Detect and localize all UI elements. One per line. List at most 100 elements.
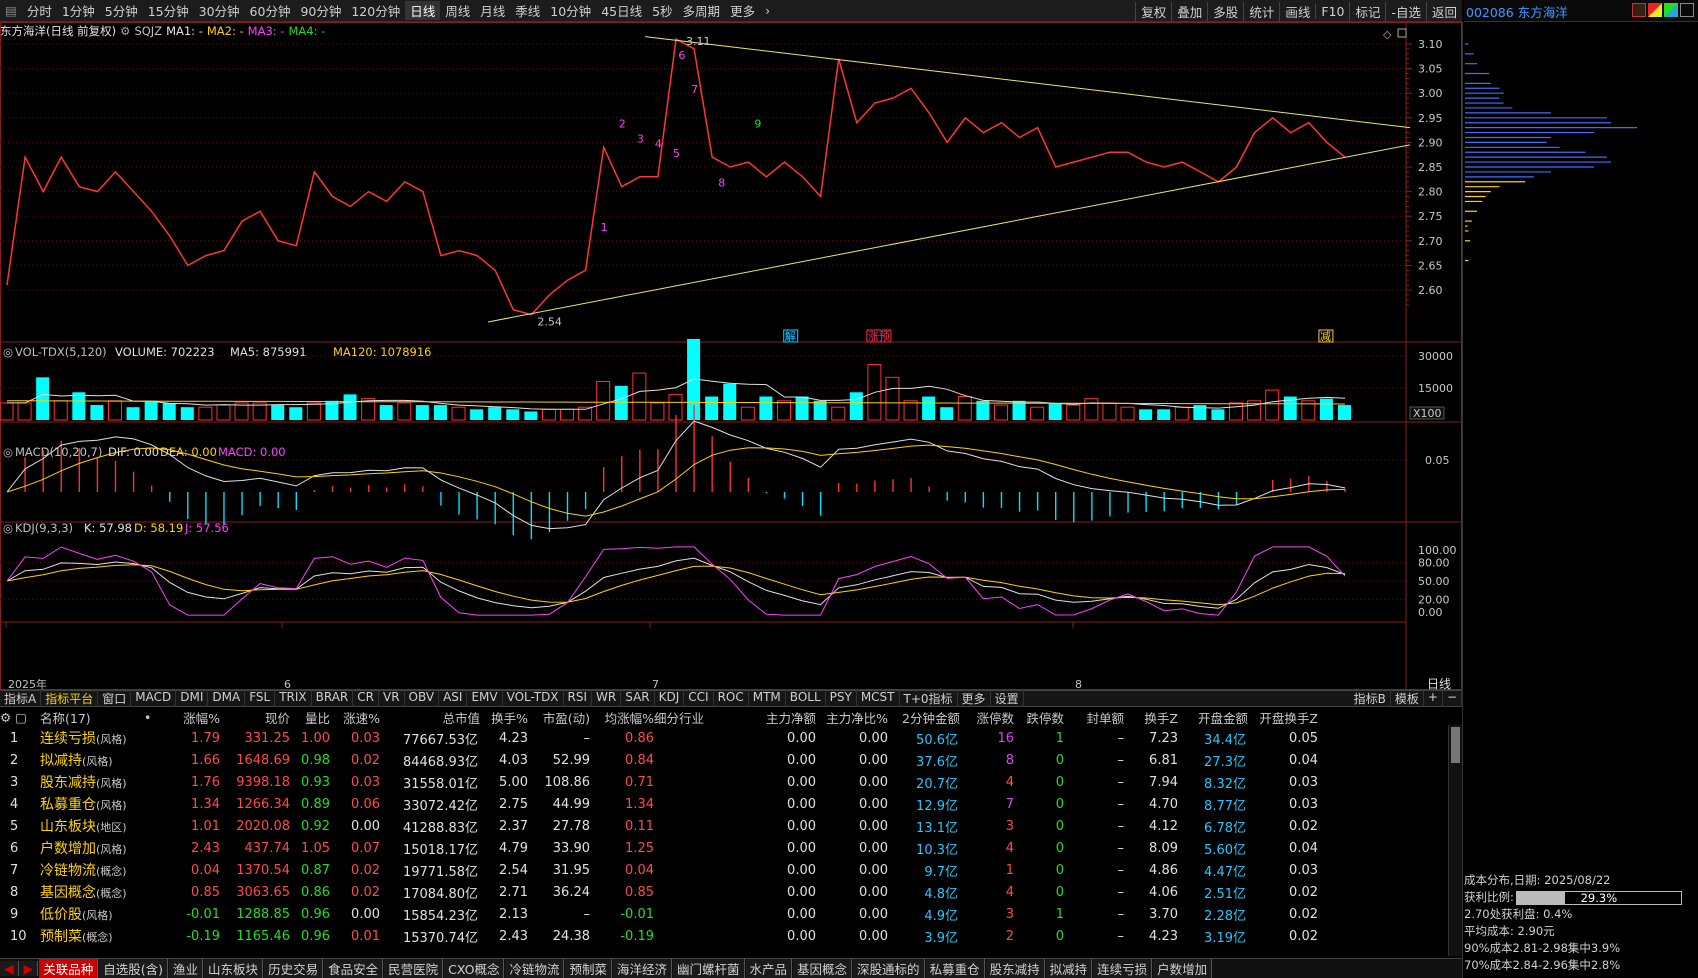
indicator-tab[interactable]: TRIX bbox=[275, 690, 312, 707]
sector-name[interactable]: 预制菜(概念) bbox=[36, 926, 168, 946]
column-header[interactable]: 名称(17) bbox=[40, 710, 91, 726]
settings-icon[interactable]: ◎ bbox=[3, 345, 13, 359]
indicator-tab[interactable]: 窗口 bbox=[98, 690, 132, 707]
toolbar-button[interactable]: 复权 bbox=[1135, 1, 1171, 21]
arrow-icon[interactable] bbox=[1664, 3, 1678, 17]
bottom-tab[interactable]: 关联品种 bbox=[39, 959, 99, 978]
grid-icon[interactable] bbox=[1680, 3, 1694, 17]
period-tab[interactable]: 更多 bbox=[730, 4, 756, 19]
table-row[interactable]: 7 冷链物流(概念) 0.04 1370.54 0.87 0.02 19771.58亿 2.5… bbox=[0, 859, 1462, 881]
bottom-tab[interactable]: 渔业 bbox=[169, 959, 204, 978]
column-header[interactable]: 换手% bbox=[491, 710, 528, 726]
window-icon[interactable] bbox=[1397, 28, 1407, 38]
bottom-tab[interactable]: 户数增加 bbox=[1153, 959, 1213, 978]
indicator-tab[interactable]: MACD bbox=[131, 690, 177, 707]
scrollbar-thumb[interactable] bbox=[1451, 727, 1460, 763]
bottom-tab[interactable]: CXO概念 bbox=[444, 959, 505, 978]
bottom-tab[interactable]: 食品安全 bbox=[324, 959, 384, 978]
table-row[interactable]: 2 拟减持(风格) 1.66 1648.69 0.98 0.02 84468.93亿 4.03… bbox=[0, 749, 1462, 771]
indicator-tab[interactable]: CCI bbox=[684, 690, 714, 707]
kline-chart-area[interactable]: 3.10 3.05 3.00 2.95 2.90 2.85 2.80 2.75 2.70 2.65… bbox=[0, 22, 1462, 712]
scroll-right-icon[interactable]: ▶ bbox=[19, 961, 39, 976]
period-tab[interactable]: 月线 bbox=[480, 4, 506, 19]
sector-name[interactable]: 基因概念(概念) bbox=[36, 882, 168, 902]
bottom-tab[interactable]: 历史交易 bbox=[264, 959, 324, 978]
table-row[interactable]: 9 低价股(风格) -0.01 1288.85 0.96 0.00 15854.23亿 2.1… bbox=[0, 903, 1462, 925]
period-tab[interactable]: 60分钟 bbox=[249, 4, 291, 19]
indicator-tab[interactable]: 指标平台 bbox=[41, 690, 99, 707]
toolbar-button[interactable]: F10 bbox=[1315, 3, 1349, 19]
table-row[interactable]: 4 私募重仓(风格) 1.34 1266.34 0.89 0.06 33072.42亿 2.7… bbox=[0, 793, 1462, 815]
period-tab[interactable]: 季线 bbox=[515, 4, 541, 19]
column-header[interactable]: 换手Z bbox=[1144, 710, 1178, 726]
flag-icon[interactable] bbox=[1648, 3, 1662, 17]
period-tab[interactable]: 120分钟 bbox=[351, 4, 401, 19]
indicator-tab-right[interactable]: + bbox=[1424, 690, 1443, 707]
period-tab[interactable]: 多周期 bbox=[682, 4, 721, 19]
settings-icon[interactable]: ◎ bbox=[3, 445, 13, 459]
indicator-tab[interactable]: OBV bbox=[405, 690, 440, 707]
period-tab[interactable]: 5秒 bbox=[652, 4, 673, 19]
toolbar-button[interactable]: 画线 bbox=[1279, 1, 1315, 21]
bottom-tab[interactable]: 幽门螺杆菌 bbox=[673, 959, 745, 978]
indicator-tab[interactable]: VOL-TDX bbox=[503, 690, 564, 707]
sector-name[interactable]: 股东减持(风格) bbox=[36, 772, 168, 792]
column-header[interactable]: 涨停数 bbox=[976, 710, 1014, 726]
indicator-tab[interactable]: ROC bbox=[714, 690, 749, 707]
indicator-tab[interactable]: RSI bbox=[564, 690, 593, 707]
table-row[interactable]: 10 预制菜(概念) -0.19 1165.46 0.96 0.01 15370.74亿 2.… bbox=[0, 925, 1462, 947]
support-trendline[interactable] bbox=[487, 144, 1411, 323]
bottom-tab[interactable]: 山东板块 bbox=[204, 959, 264, 978]
column-header[interactable]: 市盈(动) bbox=[542, 710, 590, 726]
note-icon[interactable] bbox=[1632, 3, 1646, 17]
indicator-tab[interactable]: WR bbox=[592, 690, 622, 707]
event-tag[interactable]: 涨预 bbox=[868, 330, 890, 343]
table-row[interactable]: 1 连续亏损(风格) 1.79 331.25 1.00 0.03 77667.53亿 4.23… bbox=[0, 727, 1462, 749]
indicator-tab[interactable]: MCST bbox=[857, 690, 900, 707]
sector-name[interactable]: 山东板块(地区) bbox=[36, 816, 168, 836]
event-tag-box[interactable] bbox=[866, 329, 892, 343]
bottom-tab[interactable]: 冷链物流 bbox=[505, 959, 565, 978]
diamond-icon[interactable]: ◇ bbox=[1383, 28, 1392, 41]
indicator-tab[interactable]: FSL bbox=[245, 690, 276, 707]
column-header[interactable]: 量比 bbox=[304, 710, 330, 726]
resistance-trendline[interactable] bbox=[644, 36, 1411, 129]
menu-icon[interactable]: ▤ bbox=[5, 3, 17, 18]
indicator-tab-right[interactable]: 模板 bbox=[1391, 690, 1424, 707]
indicator-tab[interactable]: BOLL bbox=[786, 690, 826, 707]
period-tab[interactable]: 45日线 bbox=[601, 4, 643, 19]
sector-name[interactable]: 低价股(风格) bbox=[36, 904, 168, 924]
indicator-tab[interactable]: BRAR bbox=[312, 690, 354, 707]
indicator-tab[interactable]: DMI bbox=[176, 690, 209, 707]
indicator-tab[interactable]: 更多 bbox=[958, 690, 991, 707]
table-scrollbar[interactable] bbox=[1448, 725, 1462, 956]
period-tab[interactable]: 90分钟 bbox=[300, 4, 342, 19]
column-header[interactable]: 现价 bbox=[264, 710, 290, 726]
event-tag-box[interactable] bbox=[783, 329, 799, 343]
period-tab[interactable]: 15分钟 bbox=[147, 4, 189, 19]
table-settings-icon[interactable]: ⚙ ▢ bbox=[0, 709, 27, 725]
period-tab[interactable]: 30分钟 bbox=[198, 4, 240, 19]
indicator-tab[interactable]: EMV bbox=[467, 690, 503, 707]
toolbar-button[interactable]: 标记 bbox=[1349, 1, 1385, 21]
event-tag[interactable]: 减 bbox=[1320, 330, 1331, 343]
column-header[interactable]: 封单额 bbox=[1086, 710, 1124, 726]
indicator-tab[interactable]: VR bbox=[379, 690, 405, 707]
settings-icon[interactable]: ⚙ bbox=[120, 24, 131, 38]
indicator-tab[interactable]: T+0指标 bbox=[900, 690, 958, 707]
indicator-tab[interactable]: MTM bbox=[749, 690, 786, 707]
event-tag-box[interactable] bbox=[1318, 329, 1334, 343]
toolbar-button[interactable]: -自选 bbox=[1385, 1, 1426, 21]
indicator-tab[interactable]: 设置 bbox=[991, 690, 1024, 707]
column-header[interactable]: 主力净比% bbox=[826, 710, 888, 726]
period-tab[interactable]: 日线 bbox=[405, 1, 441, 20]
period-tab[interactable]: 1分钟 bbox=[61, 4, 95, 19]
bottom-tab[interactable]: 民营医院 bbox=[384, 959, 444, 978]
table-row[interactable]: 3 股东减持(风格) 1.76 9398.18 0.93 0.03 31558.01亿 5.0… bbox=[0, 771, 1462, 793]
sector-name[interactable]: 拟减持(风格) bbox=[36, 750, 168, 770]
indicator-tab[interactable]: DMA bbox=[208, 690, 246, 707]
table-row[interactable]: 5 山东板块(地区) 1.01 2020.08 0.92 0.00 41288.83亿 2.3… bbox=[0, 815, 1462, 837]
more-arrow-icon[interactable]: › bbox=[765, 3, 771, 18]
column-header[interactable]: 跌停数 bbox=[1026, 710, 1064, 726]
period-tab[interactable]: 10分钟 bbox=[550, 4, 592, 19]
